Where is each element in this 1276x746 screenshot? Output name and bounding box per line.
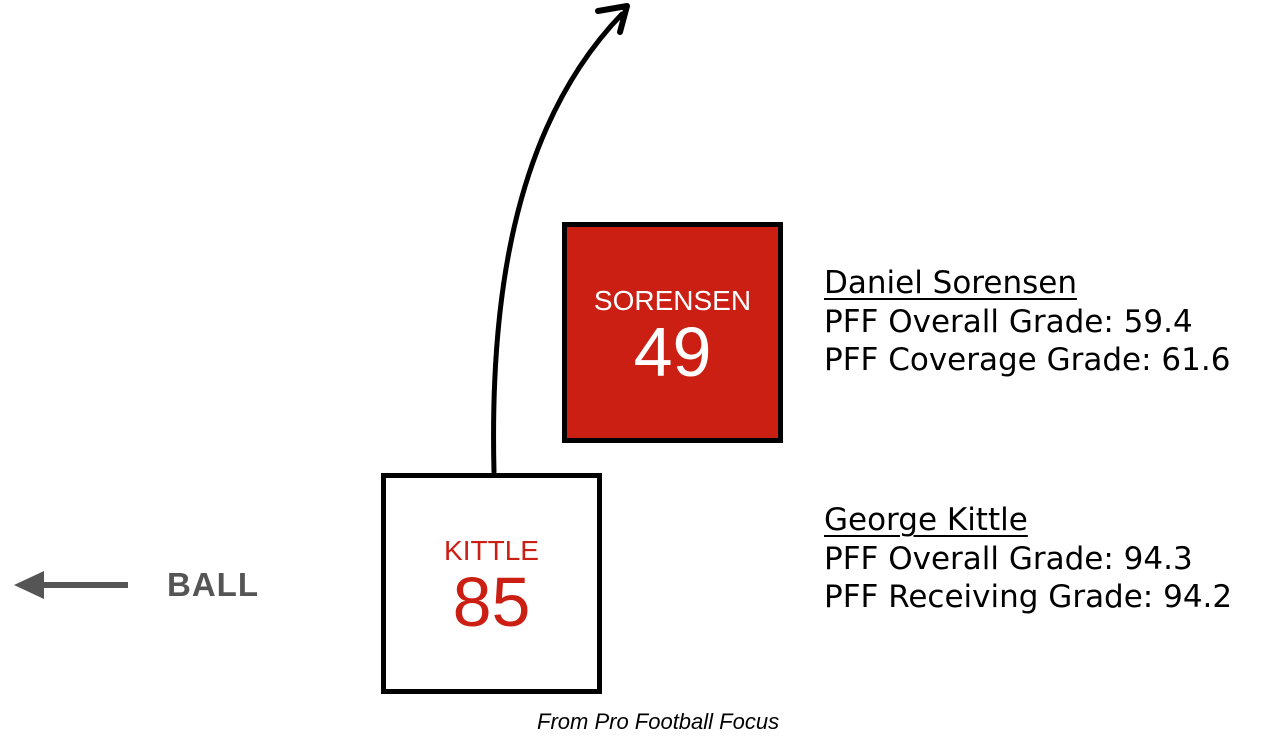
defender-full-name: Daniel Sorensen [824,265,1077,301]
defender-info: Daniel Sorensen PFF Overall Grade: 59.4 … [824,264,1230,380]
ball-label: BALL [167,566,259,603]
receiver-receiving-grade: PFF Receiving Grade: 94.2 [824,579,1233,615]
defender-coverage-grade: PFF Coverage Grade: 61.6 [824,342,1231,378]
defender-number: 49 [633,312,712,391]
defender-box: SORENSEN 49 [562,222,783,443]
source-note: From Pro Football Focus [537,709,780,734]
route-line [491,11,625,475]
defender-box-name: SORENSEN [593,284,752,316]
receiver-number: 85 [452,562,531,641]
receiver-box-name: KITTLE [444,534,539,566]
ball-direction-arrow-icon [14,571,128,599]
route-arrowhead [595,3,630,35]
receiver-info: George Kittle PFF Overall Grade: 94.3 PF… [824,501,1232,617]
receiver-full-name: George Kittle [824,502,1028,538]
receiver-overall-grade: PFF Overall Grade: 94.3 [824,540,1193,577]
defender-overall-grade: PFF Overall Grade: 59.4 [824,303,1193,340]
receiver-box: KITTLE 85 [381,473,602,694]
